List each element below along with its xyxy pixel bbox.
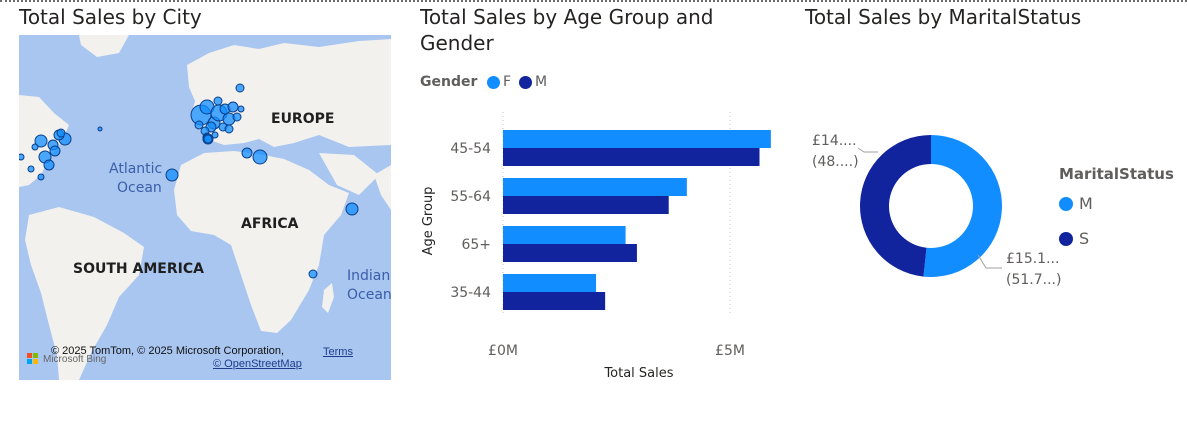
city-bubble[interactable] bbox=[97, 126, 103, 132]
gender-legend-title: Gender bbox=[420, 74, 478, 90]
y-tick-label: 65+ bbox=[461, 237, 491, 253]
legend-label-s-status: S bbox=[1079, 229, 1090, 248]
city-bubble[interactable] bbox=[213, 96, 223, 106]
city-bubble[interactable] bbox=[237, 105, 245, 113]
leader-line-m bbox=[977, 254, 1002, 269]
city-bubble[interactable] bbox=[227, 101, 239, 113]
land-india bbox=[374, 165, 391, 210]
x-tick-label: £0M bbox=[488, 343, 518, 359]
city-bubble[interactable] bbox=[224, 124, 234, 134]
dotted-top-border bbox=[0, 0, 1187, 3]
donut-slice-S[interactable] bbox=[860, 135, 931, 277]
city-bubble[interactable] bbox=[235, 83, 245, 93]
map-label-south-america: SOUTH AMERICA bbox=[73, 261, 204, 277]
donut-slice-M[interactable] bbox=[923, 135, 1002, 277]
map-label-africa: AFRICA bbox=[241, 216, 299, 232]
y-tick-label: 35-44 bbox=[450, 285, 491, 301]
legend-item-f[interactable]: F bbox=[487, 74, 511, 90]
legend-item-single[interactable]: S bbox=[1059, 229, 1089, 248]
city-bubble[interactable] bbox=[37, 173, 45, 181]
city-bubble[interactable] bbox=[165, 168, 179, 182]
donut-label-s-percent: (48....) bbox=[812, 154, 859, 170]
map-label-atlantic-2: Ocean bbox=[117, 180, 162, 196]
land-south-america bbox=[25, 207, 144, 380]
map-label-indian-2: Ocean bbox=[347, 287, 391, 303]
map-openstreetmap-link[interactable]: © OpenStreetMap bbox=[213, 358, 302, 370]
land-greenland bbox=[79, 35, 129, 57]
city-bubble[interactable] bbox=[194, 120, 204, 130]
y-tick-label: 45-54 bbox=[450, 141, 491, 157]
legend-dot-icon bbox=[487, 75, 500, 89]
x-tick-label: £5M bbox=[715, 343, 745, 359]
map-canvas[interactable]: EUROPE Atlantic Ocean AFRICA SOUTH AMERI… bbox=[19, 35, 391, 380]
leader-line-s bbox=[857, 147, 878, 153]
x-axis-title: Total Sales bbox=[603, 366, 673, 381]
map-label-europe: EUROPE bbox=[271, 111, 334, 127]
legend-label-m-status: M bbox=[1079, 194, 1093, 213]
legend-label-m: M bbox=[535, 74, 548, 90]
city-bubble[interactable] bbox=[56, 128, 66, 138]
city-bubble[interactable] bbox=[19, 153, 25, 161]
city-sales-map[interactable]: EUROPE Atlantic Ocean AFRICA SOUTH AMERI… bbox=[19, 35, 391, 380]
marital-status-donut-chart[interactable] bbox=[800, 100, 1060, 320]
bar-65+-M[interactable] bbox=[503, 244, 637, 262]
bar-45-54-F[interactable] bbox=[503, 130, 771, 148]
land-africa bbox=[174, 151, 349, 333]
legend-dot-icon bbox=[1059, 196, 1073, 211]
legend-dot-icon bbox=[1059, 231, 1073, 246]
bar-chart-title-line1: Total Sales by Age Group and bbox=[420, 5, 714, 29]
city-bubble[interactable] bbox=[203, 134, 213, 144]
map-label-atlantic-1: Atlantic bbox=[109, 161, 162, 177]
donut-label-m-value: £15.1... bbox=[1006, 251, 1060, 267]
city-bubble[interactable] bbox=[34, 134, 48, 148]
bar-45-54-M[interactable] bbox=[503, 148, 760, 166]
microsoft-logo-icon bbox=[27, 353, 38, 364]
map-bubbles bbox=[19, 83, 359, 279]
city-bubble[interactable] bbox=[345, 202, 359, 216]
city-bubble[interactable] bbox=[252, 149, 268, 165]
y-tick-label: 55-64 bbox=[450, 189, 491, 205]
city-bubble[interactable] bbox=[49, 145, 61, 157]
city-bubble[interactable] bbox=[43, 159, 55, 171]
map-label-indian-1: Indian bbox=[347, 268, 390, 284]
donut-label-m-percent: (51.7...) bbox=[1006, 272, 1062, 288]
land-europe bbox=[187, 39, 391, 147]
bar-35-44-M[interactable] bbox=[503, 292, 606, 310]
donut-chart-title: Total Sales by MaritalStatus bbox=[805, 5, 1082, 29]
age-gender-bar-chart[interactable]: £0M £5M 45-54 55-64 65+ 35-44 Total Sales Age G… bbox=[415, 100, 795, 390]
legend-label-f: F bbox=[503, 74, 512, 90]
land-madagascar bbox=[322, 283, 334, 313]
bar-35-44-F[interactable] bbox=[503, 274, 597, 292]
bar-55-64-F[interactable] bbox=[503, 178, 687, 196]
city-bubble[interactable] bbox=[241, 147, 253, 159]
city-bubble[interactable] bbox=[308, 269, 318, 279]
map-title: Total Sales by City bbox=[19, 5, 202, 29]
map-attribution: © 2025 TomTom, © 2025 Microsoft Corporat… bbox=[51, 345, 285, 357]
city-bubble[interactable] bbox=[31, 143, 39, 151]
y-axis-title: Age Group bbox=[421, 187, 436, 256]
land-arabia bbox=[319, 153, 379, 195]
legend-item-married[interactable]: M bbox=[1059, 194, 1093, 213]
city-bubble[interactable] bbox=[27, 165, 35, 173]
legend-dot-icon bbox=[519, 75, 532, 89]
donut-label-s-value: £14.... bbox=[812, 133, 857, 149]
map-terms-link[interactable]: Terms bbox=[323, 346, 353, 358]
legend-item-m[interactable]: M bbox=[519, 74, 547, 90]
marital-status-legend-title: MaritalStatus bbox=[1059, 165, 1174, 183]
bar-65+-F[interactable] bbox=[503, 226, 626, 244]
city-bubble[interactable] bbox=[211, 131, 219, 139]
bing-label: Microsoft Bing bbox=[43, 354, 107, 365]
bar-chart-title-line2: Gender bbox=[420, 31, 494, 55]
city-bubble[interactable] bbox=[232, 112, 242, 122]
bar-55-64-M[interactable] bbox=[503, 196, 669, 214]
